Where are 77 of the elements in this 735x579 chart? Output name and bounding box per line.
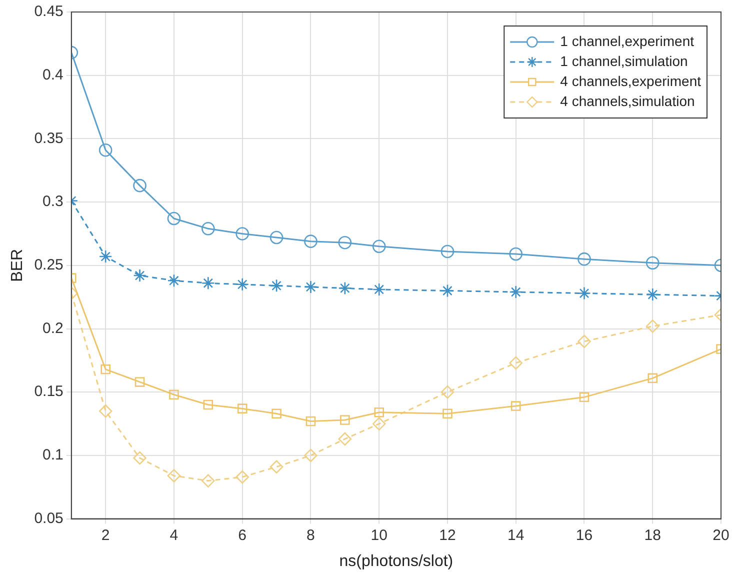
- point: [509, 285, 523, 299]
- point: [100, 364, 110, 374]
- point: [372, 417, 386, 430]
- point: [236, 470, 249, 484]
- point: [304, 448, 318, 462]
- point: [304, 234, 318, 248]
- point: [98, 143, 112, 157]
- point: [202, 474, 215, 488]
- point: [646, 288, 660, 302]
- y-tick-label: 0.35: [34, 130, 64, 147]
- point: [440, 284, 454, 298]
- point: [134, 377, 145, 387]
- y-axis-title: BER: [9, 248, 26, 282]
- y-tick-label: 0.2: [42, 320, 64, 337]
- point: [167, 274, 181, 288]
- point: [646, 320, 660, 333]
- legend-label: 1 channel,experiment: [560, 32, 694, 49]
- y-tick-label: 0.45: [34, 3, 64, 20]
- point: [270, 460, 284, 474]
- x-tick-label: 6: [238, 526, 247, 544]
- point: [648, 373, 658, 384]
- point: [169, 390, 179, 400]
- point: [270, 230, 284, 244]
- point: [236, 227, 249, 240]
- point: [167, 212, 181, 226]
- x-tick-label: 10: [370, 526, 388, 544]
- y-tick-label: 0.25: [34, 256, 64, 274]
- point: [374, 407, 384, 418]
- x-tick-label: 18: [644, 526, 661, 544]
- point: [440, 244, 454, 258]
- point: [442, 408, 452, 419]
- x-tick-label: 2: [101, 526, 110, 544]
- point: [98, 404, 112, 418]
- point: [338, 282, 352, 295]
- point: [340, 415, 350, 425]
- point: [133, 451, 146, 465]
- point: [338, 236, 352, 250]
- legend-label: 1 channel,simulation: [560, 52, 688, 69]
- point: [578, 286, 591, 300]
- point: [306, 416, 316, 426]
- point: [167, 469, 181, 482]
- x-tick-label: 8: [306, 526, 315, 544]
- point: [202, 222, 215, 236]
- point: [133, 178, 146, 192]
- legend-label: 4 channels,simulation: [560, 92, 695, 109]
- x-tick-label: 16: [576, 526, 593, 544]
- point: [272, 408, 282, 419]
- x-axis-title: ns(photons/slot): [339, 552, 454, 570]
- y-tick-label: 0.15: [34, 383, 64, 400]
- point: [236, 278, 249, 292]
- point: [98, 250, 112, 264]
- point: [338, 432, 352, 446]
- y-tick-label: 0.1: [42, 446, 64, 464]
- point: [270, 279, 284, 292]
- point: [372, 240, 386, 254]
- point: [510, 401, 521, 411]
- point: [237, 404, 248, 414]
- point: [578, 334, 591, 348]
- point: [304, 280, 318, 294]
- x-tick-label: 12: [439, 526, 456, 544]
- x-tick-label: 20: [712, 526, 730, 544]
- point: [579, 392, 590, 402]
- y-tick-label: 0.05: [34, 510, 64, 527]
- point: [509, 356, 523, 370]
- y-tick-label: 0.3: [42, 193, 64, 210]
- point: [133, 268, 146, 282]
- point: [440, 385, 454, 399]
- legend-label: 4 channels,experiment: [560, 72, 702, 89]
- point: [578, 252, 591, 266]
- y-tick-label: 0.4: [42, 66, 64, 84]
- point: [646, 256, 660, 270]
- x-tick-label: 14: [508, 526, 524, 544]
- point: [509, 247, 523, 261]
- point: [203, 400, 214, 410]
- point: [202, 276, 215, 290]
- x-tick-label: 4: [170, 526, 178, 544]
- point: [372, 282, 386, 296]
